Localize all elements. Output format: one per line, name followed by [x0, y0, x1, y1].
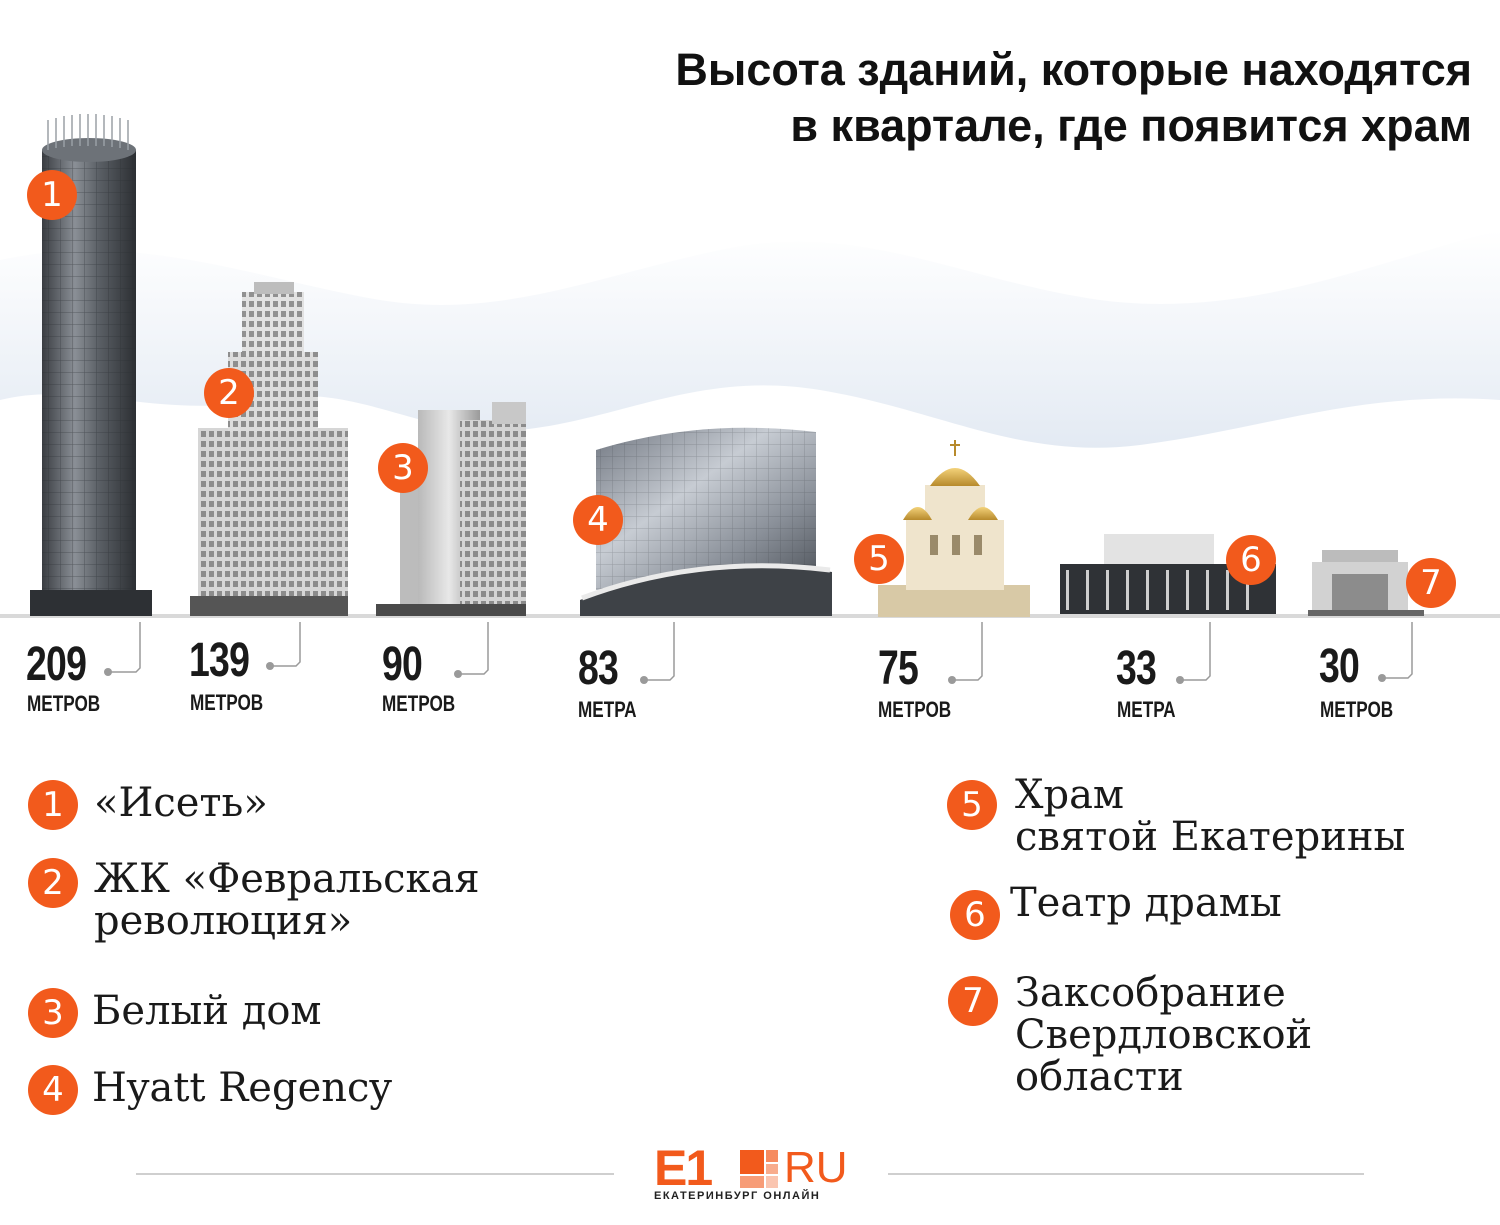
legend-label-4-line-1: Hyatt Regency	[92, 1065, 393, 1111]
building-6-theatre	[1060, 534, 1276, 614]
legend-badge-1: 1	[28, 780, 78, 830]
legend-label-1: «Исеть»	[94, 782, 268, 824]
legend-label-6: Театр драмы	[1010, 882, 1282, 924]
badge-building-2: 2	[204, 368, 254, 418]
height-unit-6: МЕТРА	[1117, 697, 1176, 722]
logo-brand: E1	[654, 1140, 713, 1196]
height-value-1: 209	[26, 638, 87, 691]
height-unit-7: МЕТРОВ	[1320, 697, 1394, 722]
legend-badge-7: 7	[948, 976, 998, 1026]
legend-badge-6: 6	[950, 890, 1000, 940]
building-4-hyatt	[580, 427, 832, 616]
logo-square-icon	[740, 1150, 778, 1188]
legend-label-1-line-1: «Исеть»	[94, 780, 268, 826]
badge-building-5: 5	[854, 534, 904, 584]
height-value-5: 75	[878, 642, 919, 695]
building-2-fevralskaya	[190, 282, 348, 616]
title-line-1: Высота зданий, которые находятся	[675, 44, 1472, 95]
footer-divider-left	[136, 1173, 614, 1175]
title-line-2: в квартале, где появится храм	[790, 100, 1472, 151]
legend-label-2-line-2: революция»	[94, 898, 353, 944]
badge-building-6: 6	[1226, 535, 1276, 585]
building-1-iset	[30, 114, 152, 616]
legend-label-7: Заксобрание Свердловской области	[1015, 972, 1312, 1098]
legend-label-4: Hyatt Regency	[92, 1067, 392, 1109]
legend-label-5-line-2: святой Екатерины	[1015, 814, 1406, 860]
building-7-assembly	[1308, 550, 1424, 616]
badge-building-3: 3	[378, 443, 428, 493]
height-value-4: 83	[578, 642, 619, 695]
legend-label-7-line-3: области	[1015, 1054, 1184, 1100]
height-value-3: 90	[382, 638, 423, 691]
legend-label-3-line-1: Белый дом	[92, 988, 322, 1034]
building-3-white-house	[376, 402, 526, 616]
e1-logo[interactable]: E1 RU ЕКАТЕРИНБУРГ ОНЛАЙН	[654, 1140, 850, 1206]
legend-label-7-line-1: Заксобрание	[1015, 970, 1286, 1016]
legend-label-5-line-1: Храм	[1015, 772, 1125, 818]
badge-building-7: 7	[1406, 558, 1456, 608]
height-unit-5: МЕТРОВ	[878, 697, 952, 722]
height-unit-1: МЕТРОВ	[27, 691, 101, 716]
legend-label-3: Белый дом	[92, 990, 322, 1032]
height-value-2: 139	[189, 634, 250, 687]
buildings-illustration	[0, 114, 1500, 684]
legend-badge-5: 5	[947, 780, 997, 830]
height-value-7: 30	[1319, 640, 1360, 693]
legend-label-5: Храм святой Екатерины	[1015, 774, 1405, 858]
height-unit-4: МЕТРА	[578, 697, 637, 722]
logo-subtitle: ЕКАТЕРИНБУРГ ОНЛАЙН	[654, 1190, 821, 1202]
badge-building-4: 4	[573, 495, 623, 545]
legend-label-6-line-1: Театр драмы	[1010, 880, 1282, 926]
building-5-temple	[878, 440, 1030, 617]
logo-domain: RU	[784, 1143, 848, 1192]
legend-badge-4: 4	[28, 1065, 78, 1115]
legend-badge-3: 3	[28, 988, 78, 1038]
badge-building-1: 1	[27, 170, 77, 220]
legend-label-7-line-2: Свердловской	[1015, 1012, 1313, 1058]
height-unit-2: МЕТРОВ	[190, 690, 264, 715]
sky-background	[0, 230, 1500, 448]
height-value-6: 33	[1116, 642, 1157, 695]
chart-title: Высота зданий, которые находятся в кварт…	[472, 42, 1472, 154]
footer-divider-right	[888, 1173, 1364, 1175]
legend-label-2-line-1: ЖК «Февральская	[94, 856, 480, 902]
height-unit-3: МЕТРОВ	[382, 691, 456, 716]
legend-label-2: ЖК «Февральская революция»	[94, 858, 480, 942]
legend-badge-2: 2	[28, 858, 78, 908]
